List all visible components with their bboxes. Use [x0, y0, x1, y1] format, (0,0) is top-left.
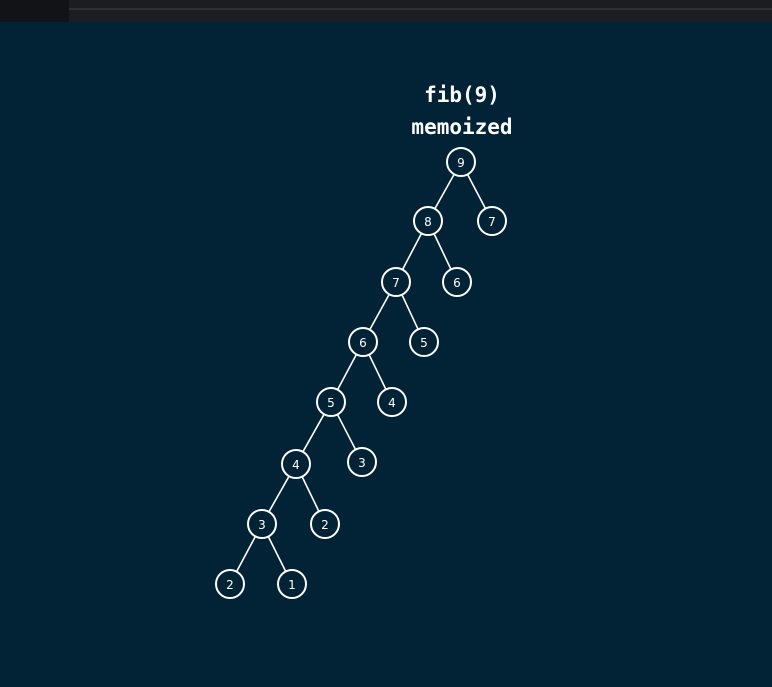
tree-node-label: 7 [392, 276, 400, 290]
tree-node-circle [477, 206, 507, 236]
tree-node-circle [247, 509, 277, 539]
tree-edge [336, 414, 357, 450]
tree-edge [401, 294, 419, 330]
tree-node-label: 9 [457, 156, 465, 170]
tree-edge [433, 233, 452, 270]
tree-node-label: 6 [453, 276, 461, 290]
tree-edge [268, 475, 290, 513]
tree-node: 8 [413, 206, 443, 236]
window-top-bar [0, 0, 772, 22]
tree-node-label: 7 [488, 215, 496, 229]
top-bar-divider [69, 8, 772, 10]
diagram-title: fib(9) [424, 83, 500, 107]
tree-node: 5 [316, 387, 346, 417]
tree-node-label: 2 [321, 518, 329, 532]
tree-edges [235, 173, 487, 573]
tree-node: 5 [409, 327, 439, 357]
tree-node-label: 3 [258, 518, 266, 532]
tree-node-circle [316, 387, 346, 417]
tree-node-label: 8 [424, 215, 432, 229]
tree-node-circle [446, 147, 476, 177]
tree-node-circle [348, 327, 378, 357]
tree-node-label: 5 [327, 396, 335, 410]
tree-node-label: 2 [226, 578, 234, 592]
tree-node-circle [409, 327, 439, 357]
tree-nodes: 9 8 7 7 6 6 5 5 4 4 3 3 2 2 1 [215, 147, 507, 599]
tree-node-label: 3 [358, 456, 366, 470]
tree-node-circle [277, 569, 307, 599]
tree-edge [401, 233, 423, 270]
tree-edge [235, 535, 257, 573]
tree-node-circle [281, 449, 311, 479]
diagram-canvas [0, 22, 772, 687]
tree-node-circle [442, 267, 472, 297]
tree-node: 4 [281, 449, 311, 479]
tree-node-circle [347, 447, 377, 477]
tree-node-label: 5 [420, 336, 428, 350]
tree-node: 2 [310, 509, 340, 539]
tree-node-label: 6 [359, 336, 367, 350]
top-bar-left-segment [0, 0, 69, 22]
tree-node-circle [377, 387, 407, 417]
tree-edge [369, 293, 390, 331]
tree-edge [267, 536, 287, 572]
tree-node-label: 4 [292, 458, 300, 472]
tree-edge [368, 354, 387, 390]
tree-node: 7 [477, 206, 507, 236]
tree-node-circle [413, 206, 443, 236]
tree-node-label: 1 [288, 578, 296, 592]
tree-edge [301, 476, 320, 512]
tree-edge [336, 353, 358, 391]
tree-node: 3 [347, 447, 377, 477]
tree-edge [302, 413, 325, 453]
tree-node: 3 [247, 509, 277, 539]
tree-node-label: 4 [388, 396, 396, 410]
tree-node-circle [215, 569, 245, 599]
tree-node: 9 [446, 147, 476, 177]
tree-node: 7 [381, 267, 411, 297]
tree-node: 4 [377, 387, 407, 417]
tree-node: 6 [442, 267, 472, 297]
tree-node: 6 [348, 327, 378, 357]
tree-node: 1 [277, 569, 307, 599]
tree-edge [466, 174, 487, 209]
tree-node-circle [381, 267, 411, 297]
tree-node: 2 [215, 569, 245, 599]
tree-edge [434, 173, 455, 210]
tree-node-circle [310, 509, 340, 539]
diagram-subtitle: memoized [411, 115, 513, 139]
